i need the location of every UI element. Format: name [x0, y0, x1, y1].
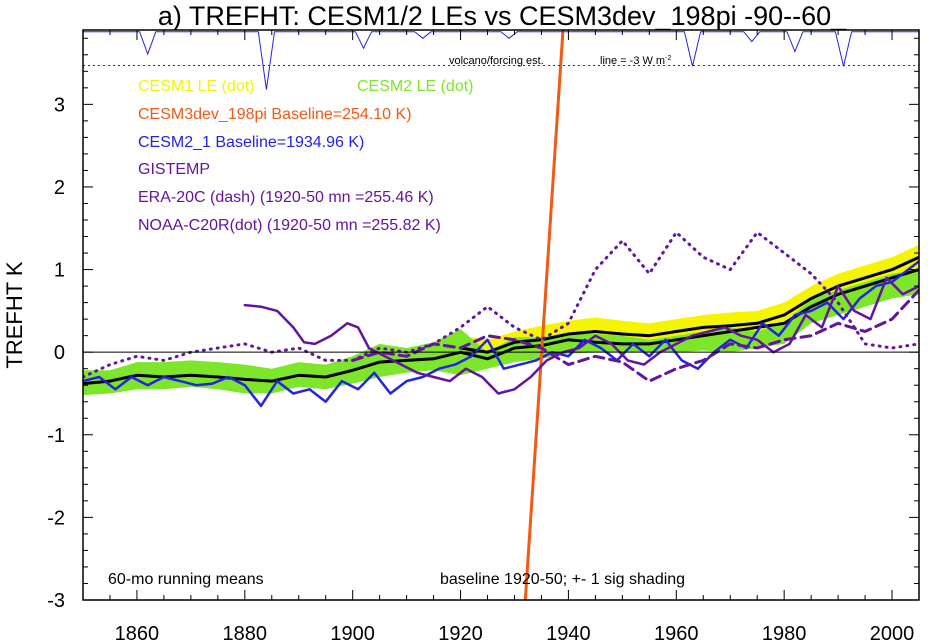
legend-entry-noaa-c20r-dot-1920-50-mn-255-82-k: NOAA-C20R(dot) (1920-50 mn =255.82 K) — [138, 217, 441, 234]
y-tick-label: -1 — [47, 425, 65, 447]
y-tick-label: 1 — [54, 260, 65, 282]
x-tick-label: 1900 — [330, 623, 375, 641]
legend-entry-gistemp: GISTEMP — [138, 161, 210, 178]
ensemble-mean-b-line — [459, 255, 919, 354]
cesm2-1-line — [83, 260, 919, 408]
x-tick-label: 1960 — [654, 623, 699, 641]
gistemp-line — [243, 276, 919, 395]
legend-entry-cesm2-le-dot: CESM2 LE (dot) — [357, 78, 473, 95]
volcano-forcing-line — [83, 31, 919, 90]
y-tick-label: -3 — [47, 590, 65, 612]
noaa-c20r-line — [83, 230, 919, 379]
chart-title: a) TREFHT: CESM1/2 LEs vs CESM3dev_198pi… — [158, 1, 847, 31]
volcano-strip — [83, 31, 919, 90]
legend: CESM1 LE (dot) CESM2 LE (dot) CESM3dev_198… — [138, 78, 473, 234]
y-tick-label: 2 — [54, 177, 65, 199]
volcano-annotation: volcano/forcing est. — [449, 55, 544, 67]
y-tick-label: -2 — [47, 507, 65, 529]
axes: -3 -2 -1 0 1 2 3 1860 1880 1900 1920 1940 1960 1980 20… — [47, 29, 920, 641]
y-tick-label: 0 — [54, 342, 65, 364]
y-axis-label: TREFHT K — [2, 261, 27, 368]
legend-entry-cesm2-1-baseline-1934-96-k: CESM2_1 Baseline=1934.96 K) — [138, 134, 364, 151]
line-annotation: line = -3 W m-2 — [600, 55, 671, 67]
legend-entry-cesm3dev-198pi-baseline-254-10-k: CESM3dev_198pi Baseline=254.10 K) — [138, 106, 412, 123]
y-tick-label: 3 — [54, 94, 65, 116]
x-tick-label: 1920 — [438, 623, 483, 641]
shading-bands — [83, 244, 919, 396]
x-tick-label: 1980 — [762, 623, 807, 641]
legend-entry-cesm1-le-dot: CESM1 LE (dot) — [138, 78, 254, 95]
x-tick-label: 1940 — [546, 623, 591, 641]
running-means-note: 60-mo running means — [108, 571, 264, 588]
x-tick-label: 1860 — [115, 623, 160, 641]
baseline-note: baseline 1920-50; +- 1 sig shading — [440, 571, 685, 588]
cesm2-le-envelope-band — [83, 269, 919, 396]
x-tick-label: 1880 — [223, 623, 268, 641]
x-tick-label: 2000 — [870, 623, 915, 641]
era-20c-line — [351, 288, 919, 383]
cesm3dev-198pi-line — [523, 30, 565, 600]
series-lines — [83, 30, 919, 600]
ensemble-mean-a-line — [83, 268, 919, 386]
plot-frame — [82, 29, 920, 601]
legend-entry-era-20c-dash-1920-50-mn-255-46-k: ERA-20C (dash) (1920-50 mn =255.46 K) — [138, 189, 434, 206]
